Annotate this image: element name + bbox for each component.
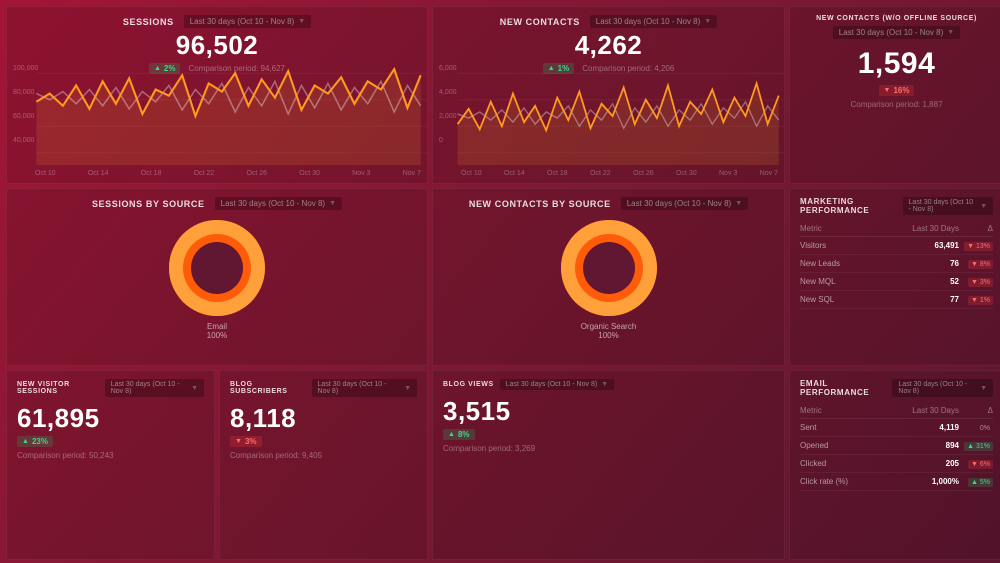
new-contacts-title: NEW CONTACTS [500,17,580,27]
blog-views-card: BLOG VIEWS Last 30 days (Oct 10 - Nov 8)… [432,370,785,560]
table-row: New SQL77▼ 1% [800,291,993,309]
chevron-down-icon: ▼ [404,385,411,392]
sessions-xaxis: Oct 10Oct 14Oct 18Oct 22Oct 26Oct 30Nov … [35,170,421,177]
chevron-down-icon: ▼ [191,385,198,392]
chevron-down-icon: ▼ [601,381,608,388]
marketing-period-picker[interactable]: Last 30 days (Oct 10 - Nov 8)▼ [903,197,993,215]
marketing-performance-card: MARKETING PERFORMANCE Last 30 days (Oct … [789,188,1000,366]
chevron-down-icon: ▼ [947,29,954,36]
new-contacts-wo-period-picker[interactable]: Last 30 days (Oct 10 - Nov 8)▼ [833,26,960,39]
new-contacts-wo-title: NEW CONTACTS (W/O OFFLINE SOURCE) [816,15,977,22]
chevron-down-icon: ▼ [298,18,305,25]
sessions-by-source-card: SESSIONS BY SOURCE Last 30 days (Oct 10 … [6,188,428,366]
chevron-down-icon: ▼ [329,200,336,207]
new-contacts-wo-card: NEW CONTACTS (W/O OFFLINE SOURCE) Last 3… [789,6,1000,184]
table-row: New MQL52▼ 3% [800,273,993,291]
chevron-down-icon: ▼ [980,203,987,210]
blog-subscribers-card: BLOG SUBSCRIBERS Last 30 days (Oct 10 - … [219,370,428,560]
sessions-period-picker[interactable]: Last 30 days (Oct 10 - Nov 8) ▼ [184,15,311,28]
new-visitor-sessions-card: NEW VISITOR SESSIONS Last 30 days (Oct 1… [6,370,215,560]
email-period-picker[interactable]: Last 30 days (Oct 10 - Nov 8)▼ [892,379,993,397]
blog-views-period-picker[interactable]: Last 30 days (Oct 10 - Nov 8)▼ [500,379,614,390]
new-contacts-card: NEW CONTACTS Last 30 days (Oct 10 - Nov … [432,6,785,184]
email-table: Metric Last 30 Days Δ Sent4,119 0%Opened… [800,403,993,491]
sessions-donut [169,220,265,316]
blog-subs-period-picker[interactable]: Last 30 days (Oct 10 - Nov 8)▼ [312,379,417,397]
table-row: Clicked205▼ 6% [800,455,993,473]
contacts-donut [561,220,657,316]
contacts-by-source-card: NEW CONTACTS BY SOURCE Last 30 days (Oct… [432,188,785,366]
contacts-by-source-period-picker[interactable]: Last 30 days (Oct 10 - Nov 8)▼ [621,197,748,210]
table-row: New Leads76▼ 8% [800,255,993,273]
marketing-table: Metric Last 30 Days Δ Visitors63,491▼ 13… [800,221,993,309]
table-row: Opened894▲ 31% [800,437,993,455]
email-performance-card: EMAIL PERFORMANCE Last 30 days (Oct 10 -… [789,370,1000,560]
sessions-value: 96,502 [17,30,417,61]
table-row: Sent4,119 0% [800,419,993,437]
new-contacts-period-picker[interactable]: Last 30 days (Oct 10 - Nov 8)▼ [590,15,717,28]
new-contacts-value: 4,262 [443,30,774,61]
table-row: Click rate (%)1,000%▲ 5% [800,473,993,491]
chevron-down-icon: ▼ [704,18,711,25]
sessions-title: SESSIONS [123,17,174,27]
chevron-down-icon: ▼ [735,200,742,207]
table-row: Visitors63,491▼ 13% [800,237,993,255]
nvs-period-picker[interactable]: Last 30 days (Oct 10 - Nov 8)▼ [105,379,204,397]
new-contacts-wo-value: 1,594 [800,47,993,81]
chevron-down-icon: ▼ [980,385,987,392]
sessions-by-source-period-picker[interactable]: Last 30 days (Oct 10 - Nov 8)▼ [215,197,342,210]
new-contacts-wo-delta: ▼16% [879,85,915,96]
sessions-card: SESSIONS Last 30 days (Oct 10 - Nov 8) ▼… [6,6,428,184]
